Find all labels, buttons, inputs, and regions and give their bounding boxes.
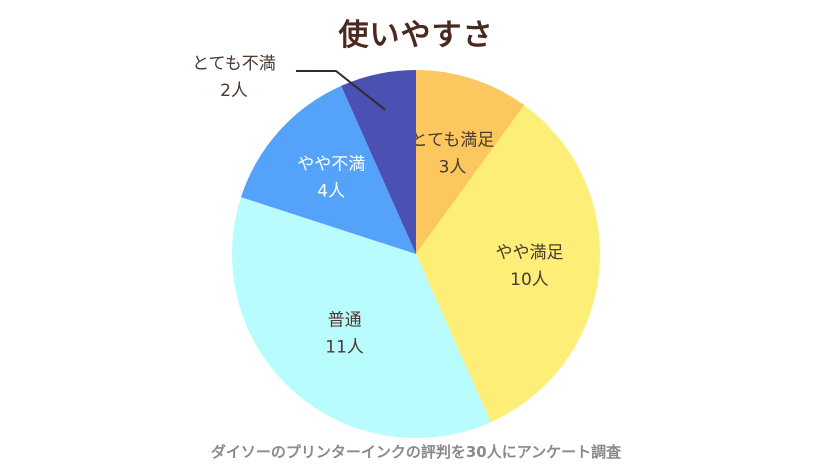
slice-label: やや不満 [297,155,365,175]
slice-label: 普通 [328,310,362,330]
slice-value-label: 4人 [317,182,345,202]
pie-slice [416,105,600,423]
slice-label: とても不満 [192,54,276,74]
slice-value-label: 3人 [439,158,467,178]
slice-value-label: 2人 [220,81,248,101]
pie-slice [341,70,416,254]
pie-slice [231,197,491,439]
slice-label: やや満足 [495,243,563,263]
slice-label: とても満足 [411,131,495,151]
pie-slice [416,70,525,254]
leader-line [296,70,387,111]
slice-value-label: 11人 [325,337,364,357]
slice-value-label: 10人 [510,270,549,290]
chart-title: 使いやすさ [338,18,494,53]
chart-footnote: ダイソーのプリンターインクの評判を30人にアンケート調査 [210,443,622,461]
pie-slice [241,85,416,254]
